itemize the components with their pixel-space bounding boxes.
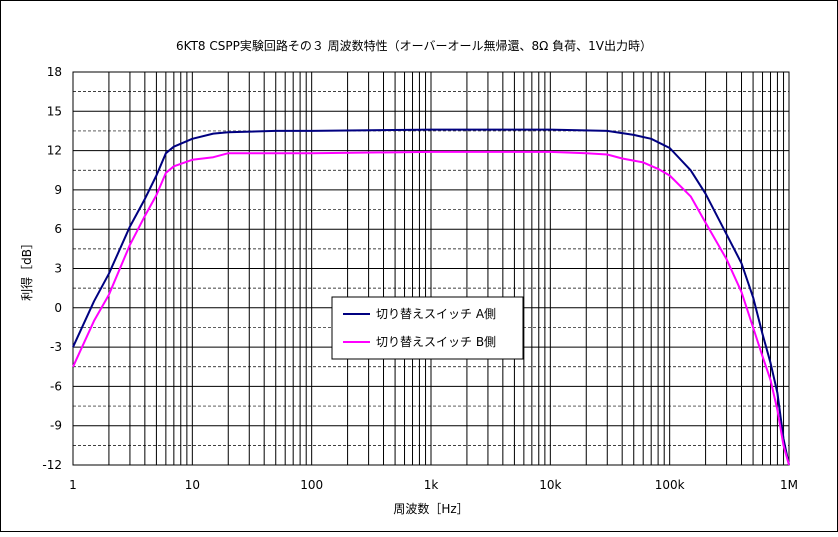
- y-tick-label: -12: [42, 458, 62, 472]
- grid: [72, 71, 789, 466]
- legend: 切り替えスイッチ A側 切り替えスイッチ B側: [331, 296, 524, 360]
- y-tick-label: -9: [50, 419, 62, 433]
- y-tick-label: 18: [47, 65, 62, 79]
- y-axis-label: 利得［dB］: [19, 237, 34, 301]
- x-tick-label: 100k: [655, 478, 685, 492]
- x-tick-label: 10: [185, 478, 200, 492]
- x-tick-label: 100: [300, 478, 323, 492]
- plot-area-border: [72, 71, 790, 466]
- legend-label-a: 切り替えスイッチ A側: [376, 307, 496, 321]
- y-tick-label: 3: [54, 262, 62, 276]
- y-tick-label: 15: [47, 104, 62, 118]
- chart-title: 6KT8 CSPP実験回路その３ 周波数特性（オーバーオール無帰還、8Ω 負荷、…: [176, 38, 652, 53]
- y-tick-label: 6: [54, 222, 62, 236]
- series-line-a: [72, 128, 790, 466]
- y-tick-label: 9: [54, 183, 62, 197]
- x-tick-labels: 1 10 100 1k 10k 100k 1M: [69, 478, 798, 492]
- x-tick-label: 1: [69, 478, 77, 492]
- legend-label-b: 切り替えスイッチ B側: [376, 335, 496, 349]
- legend-box: [331, 296, 524, 360]
- series-line-b: [72, 150, 790, 466]
- y-tick-label: -3: [50, 340, 62, 354]
- x-tick-label: 10k: [539, 478, 561, 492]
- x-tick-label: 1M: [780, 478, 798, 492]
- y-tick-label: 12: [47, 144, 62, 158]
- y-tick-label: 0: [54, 301, 62, 315]
- series-layer: [72, 128, 790, 466]
- x-axis-label: 周波数［Hz］: [393, 501, 468, 516]
- y-tick-label: -6: [50, 379, 62, 393]
- y-tick-labels: 18 15 12 9 6 3 0 -3 -6 -9 -12: [42, 65, 62, 472]
- x-tick-label: 1k: [424, 478, 439, 492]
